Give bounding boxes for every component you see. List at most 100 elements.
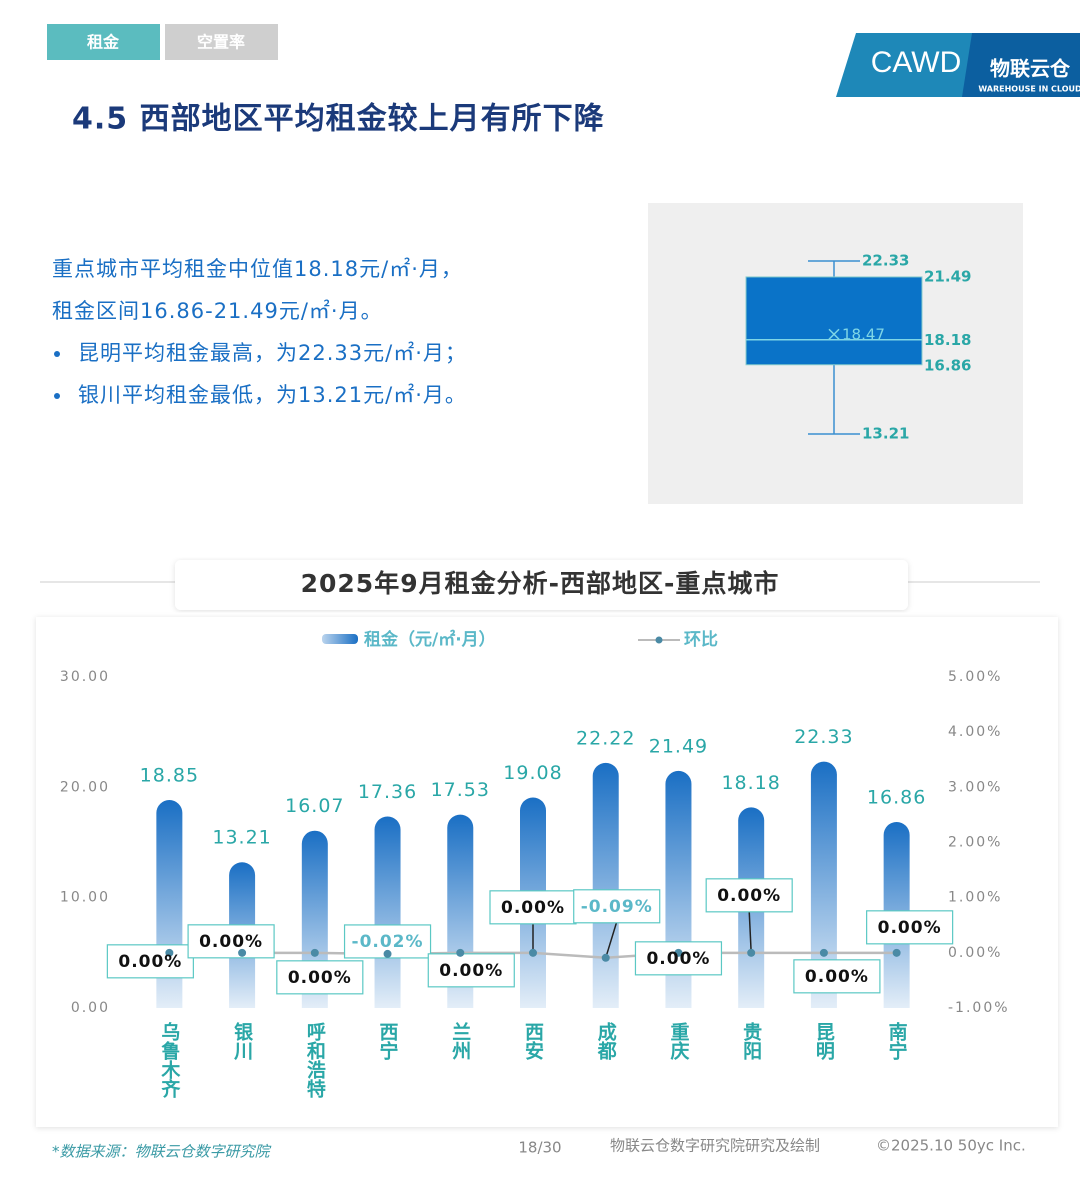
- line-point: [892, 948, 901, 957]
- bar: [592, 762, 619, 1008]
- line-point: [165, 948, 174, 957]
- y2-tick-label: 4.00%: [948, 724, 1002, 740]
- line-value-label: 0.00%: [199, 932, 263, 952]
- line-point: [238, 948, 247, 957]
- line-value-label: 0.00%: [878, 918, 942, 938]
- line-value-label: 0.00%: [501, 898, 565, 918]
- box-label: 21.49: [924, 267, 971, 285]
- box-label: 22.33: [862, 252, 909, 270]
- bullet-dot: [54, 351, 60, 357]
- heading: 4.5 西部地区平均租金较上月有所下降: [72, 102, 605, 137]
- line-value-label: 0.00%: [646, 949, 710, 969]
- value-label-box: [276, 960, 364, 995]
- x-tick-label: 南宁: [886, 1022, 908, 1060]
- bar-value-label: 21.49: [649, 735, 708, 757]
- value-label-box: [866, 910, 954, 945]
- source: *数据来源：物联云仓数字研究院: [52, 1143, 272, 1161]
- line-value-label: 0.00%: [717, 886, 781, 906]
- line-point: [456, 948, 465, 957]
- y-tick-label: 30.00: [60, 669, 110, 685]
- bar-value-label: 13.21: [212, 827, 271, 849]
- line-point: [819, 948, 828, 957]
- tab-active[interactable]: [47, 24, 160, 60]
- bar-value-label: 16.86: [867, 786, 926, 808]
- x-tick-label: 银川: [231, 1021, 254, 1061]
- mean-label: 18.47: [842, 326, 885, 344]
- line-value-label: 0.00%: [118, 952, 182, 972]
- line-point: [529, 948, 537, 957]
- line-value-label: 0.00%: [805, 967, 869, 987]
- leader-line: [748, 910, 752, 953]
- x-tick-label: 呼和浩特: [304, 1022, 326, 1098]
- bar-value-label: 16.07: [285, 795, 344, 817]
- legend-dot: [655, 636, 663, 644]
- bar-value-label: 18.85: [140, 765, 199, 787]
- line-point: [601, 953, 610, 962]
- value-label-box: [489, 890, 577, 925]
- line-value-label: 0.00%: [288, 968, 352, 988]
- tab[interactable]: [165, 24, 278, 60]
- x-tick-label: 重庆: [667, 1022, 689, 1061]
- line-point: [674, 948, 683, 957]
- value-label-box: [793, 959, 881, 994]
- line-value-label: 0.00%: [439, 961, 503, 981]
- y2-tick-label: 5.00%: [948, 669, 1002, 685]
- value-label-box: [187, 924, 275, 959]
- mean-marker: [828, 328, 840, 340]
- bar: [810, 761, 837, 1008]
- x-tick-label: 西宁: [377, 1022, 399, 1060]
- box-label: 18.18: [924, 331, 971, 349]
- chart-title: 2025年9月租金分析-西部地区-重点城市: [301, 569, 780, 598]
- leader-line: [605, 921, 618, 959]
- line-point: [310, 948, 319, 957]
- value-label-box: [427, 953, 515, 988]
- line-point: [747, 948, 756, 957]
- logo-mark: CAWD: [871, 46, 962, 79]
- bar-value-label: 18.18: [721, 772, 780, 794]
- line-value-label: -0.02%: [352, 932, 424, 952]
- y-tick-label: 20.00: [60, 779, 110, 795]
- x-tick-label: 兰州: [449, 1021, 471, 1060]
- bar: [374, 816, 401, 1008]
- bar-value-label: 17.36: [358, 781, 417, 803]
- y2-tick-label: 2.00%: [948, 835, 1002, 851]
- bullet: 昆明平均租金最高，为22.33元/㎡·月；: [78, 341, 467, 365]
- y2-tick-label: 1.00%: [948, 890, 1002, 906]
- bar-value-label: 19.08: [503, 762, 562, 784]
- y2-tick-label: -1.00%: [948, 1000, 1010, 1016]
- summary-line: 租金区间16.86-21.49元/㎡·月。: [52, 299, 383, 323]
- x-tick-label: 贵阳: [740, 1022, 762, 1061]
- title-bg: [175, 560, 908, 610]
- credit: 物联云仓数字研究院研究及绘制: [610, 1137, 820, 1155]
- line-value-label: -0.09%: [581, 897, 653, 917]
- value-label-box: [634, 941, 723, 976]
- legend-label: 环比: [684, 629, 718, 650]
- page-number: 18/30: [518, 1139, 561, 1157]
- value-label-box: [573, 889, 661, 924]
- box-label: 13.21: [862, 425, 909, 443]
- box: [745, 276, 923, 366]
- y-tick-label: 0.00: [71, 1000, 110, 1016]
- bar-value-label: 17.53: [431, 779, 490, 801]
- x-tick-label: 昆明: [813, 1022, 835, 1061]
- bar-value-label: 22.33: [794, 726, 853, 748]
- tab-label[interactable]: 空置率: [197, 33, 245, 52]
- y2-tick-label: 3.00%: [948, 779, 1002, 795]
- logo-brand: 物联云仓: [990, 57, 1071, 81]
- line-point: [383, 949, 392, 958]
- y-tick-label: 10.00: [60, 890, 110, 906]
- logo-bg: [962, 33, 1080, 97]
- bullet: 银川平均租金最低，为13.21元/㎡·月。: [78, 383, 467, 407]
- bar-value-label: 22.22: [576, 727, 635, 749]
- x-tick-label: 西安: [522, 1022, 544, 1061]
- legend-label: 租金（元/㎡·月）: [364, 629, 496, 650]
- y2-tick-label: 0.00%: [948, 945, 1002, 961]
- tab-label[interactable]: 租金: [87, 33, 120, 52]
- legend-swatch: [322, 634, 358, 644]
- logo-sub: WAREHOUSE IN CLOUD: [978, 85, 1080, 94]
- summary-line: 重点城市平均租金中位值18.18元/㎡·月，: [52, 257, 463, 281]
- x-tick-label: 乌鲁木齐: [158, 1021, 181, 1099]
- copyright: ©2025.10 50yc Inc.: [876, 1137, 1026, 1155]
- box-label: 16.86: [924, 356, 971, 374]
